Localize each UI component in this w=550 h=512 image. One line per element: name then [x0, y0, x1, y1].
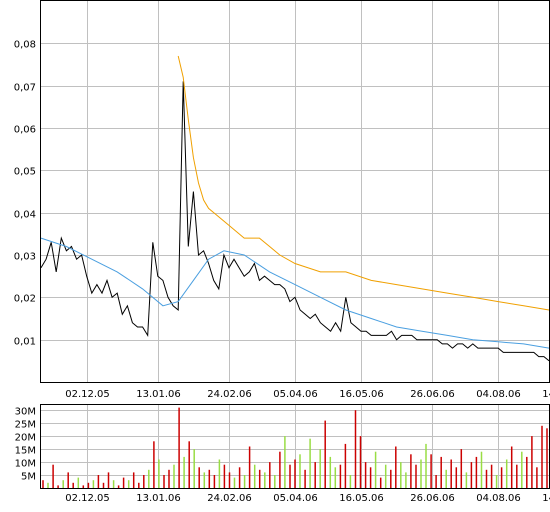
volume-y-tick-label: 15M [15, 446, 36, 457]
price-y-tick-label: 0,02 [14, 294, 36, 305]
price-x-tick-label: 13.01.06 [136, 389, 181, 400]
volume-y-tick-label: 10M [15, 459, 36, 470]
volume-bars [42, 407, 548, 488]
volume-y-tick-label: 20M [15, 433, 36, 444]
price-x-tick-label: 26.06.06 [410, 389, 455, 400]
price-grid [41, 1, 549, 382]
price-y-tick-label: 0,05 [14, 167, 36, 178]
price-x-tick-label: 24.02.06 [207, 389, 252, 400]
volume-x-tick-label: 24.02.06 [207, 493, 252, 504]
volume-x-tick-label: 02.12.05 [65, 493, 110, 504]
volume-x-tick-label: 26.06.06 [410, 493, 455, 504]
price-panel: 0,01 0,02 0,03 0,04 0,05 0,06 0,07 0,08 02.12.0… [14, 0, 550, 400]
price-y-tick-label: 0,07 [14, 83, 36, 94]
volume-x-tick-label: 13.01.06 [136, 493, 181, 504]
price-y-tick-label: 0,06 [14, 125, 36, 136]
volume-x-axis: 02.12.05 13.01.06 24.02.06 05.04.06 16.05.06… [65, 493, 550, 504]
price-y-tick-label: 0,04 [14, 210, 36, 221]
price-x-tick-label: 14.09.06 [542, 389, 550, 400]
price-y-tick-label: 0,03 [14, 252, 36, 263]
moving-average-blue-line [40, 237, 550, 349]
price-x-tick-label: 05.04.06 [273, 389, 318, 400]
volume-y-tick-label: 30M [15, 407, 36, 418]
volume-grid [41, 405, 549, 488]
volume-y-axis: 5M 10M 15M 20M 25M 30M [15, 407, 36, 483]
volume-y-tick-label: 25M [15, 420, 36, 431]
price-y-axis: 0,01 0,02 0,03 0,04 0,05 0,06 0,07 0,08 [14, 40, 36, 348]
price-x-tick-label: 16.05.06 [339, 389, 384, 400]
price-x-tick-label: 04.08.06 [476, 389, 521, 400]
price-y-tick-label: 0,01 [14, 337, 36, 348]
price-y-tick-label: 0,08 [14, 40, 36, 51]
volume-x-tick-label: 16.05.06 [339, 493, 384, 504]
moving-average-orange-line [177, 55, 550, 311]
price-x-tick-label: 02.12.05 [65, 389, 110, 400]
volume-x-tick-label: 05.04.06 [273, 493, 318, 504]
volume-x-tick-label: 04.08.06 [476, 493, 521, 504]
volume-x-tick-label: 14.09.06 [542, 493, 550, 504]
volume-panel: 5M 10M 15M 20M 25M 30M 02.12.05 13.01.06 24.02.… [15, 404, 550, 504]
volume-y-tick-label: 5M [21, 472, 36, 483]
price-series [40, 55, 550, 362]
price-x-axis: 02.12.05 13.01.06 24.02.06 05.04.06 16.05.06… [65, 389, 550, 400]
close-price-line [40, 81, 550, 362]
